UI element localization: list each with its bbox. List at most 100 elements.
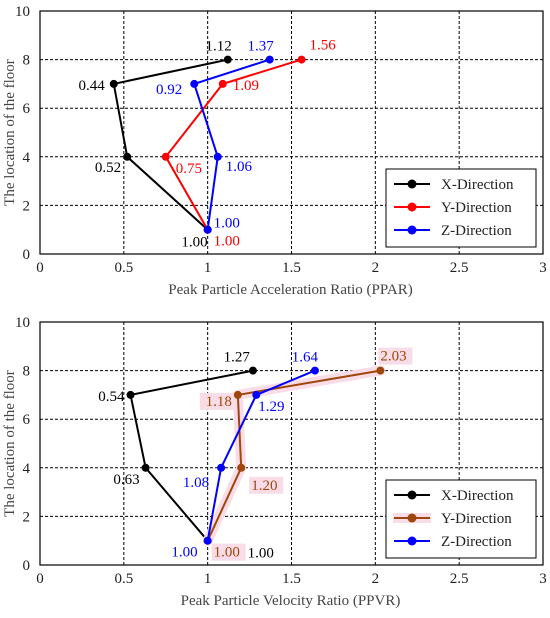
series-y-direction: 1.00 0.75 1.09 1.56 [161, 38, 336, 250]
legend-marker [407, 225, 417, 235]
x-tick-label: 2.5 [450, 571, 469, 587]
data-label: 1.00 [181, 235, 207, 251]
legend-entry: X-Direction [394, 177, 514, 193]
data-label: 0.92 [156, 82, 182, 98]
x-tick-label: 0.5 [114, 571, 133, 587]
data-label: 0.63 [113, 472, 139, 488]
data-label: 1.64 [292, 350, 319, 366]
series-y-direction: 1.00 1.20 1.18 2.03 [199, 347, 413, 561]
data-point [223, 55, 232, 64]
data-label: 1.00 [214, 234, 240, 250]
data-label: 1.27 [224, 350, 251, 366]
x-tick-label: 1.5 [282, 260, 301, 276]
data-label: 0.54 [98, 389, 125, 405]
y-tick-label: 10 [15, 4, 30, 20]
legend-marker [407, 536, 417, 546]
data-point [237, 463, 246, 472]
y-tick-label: 6 [23, 412, 31, 428]
legend-entry: Z-Direction [394, 223, 512, 239]
chart-panel-ppar: 0 0.5 1 1.5 2 2.5 3 0 2 4 6 8 10 Peak Particle Accele… [2, 4, 547, 298]
legend-entry: Y-Direction [394, 200, 512, 216]
y-tick-label: 6 [23, 101, 31, 117]
data-point [126, 390, 135, 399]
data-label: 1.00 [214, 216, 240, 232]
data-label: 1.12 [206, 39, 232, 55]
data-point [265, 55, 274, 64]
x-axis-title: Peak Particle Velocity Ratio (PPVR) [181, 593, 401, 609]
y-tick-label: 0 [23, 247, 31, 263]
data-point [217, 463, 226, 472]
y-tick-label: 4 [23, 461, 31, 477]
legend-entry: Z-Direction [394, 534, 512, 550]
legend-label: Z-Direction [441, 223, 512, 239]
x-tick-label: 0 [36, 571, 44, 587]
legend-marker [407, 202, 417, 212]
series-z-direction: 1.00 1.08 1.29 1.64 [171, 350, 319, 561]
series-line [192, 58, 271, 230]
y-tick-label: 8 [23, 53, 31, 69]
plot-frame [39, 10, 544, 255]
data-point [190, 79, 199, 88]
x-tick-label: 1.5 [282, 571, 301, 587]
legend-entry: X-Direction [394, 488, 514, 504]
x-tick-label: 1 [204, 571, 212, 587]
data-point [376, 366, 385, 375]
x-tick-label: 3 [539, 571, 547, 587]
series-line [112, 58, 228, 231]
y-tick-label: 2 [23, 509, 31, 525]
data-label: 1.06 [226, 159, 253, 175]
data-label: 0.75 [176, 161, 202, 177]
x-tick-label: 2 [372, 571, 380, 587]
data-point [310, 366, 319, 375]
series-line [164, 58, 302, 231]
data-point [123, 152, 132, 161]
data-point [218, 79, 227, 88]
series-line [129, 369, 254, 542]
legend-label: X-Direction [441, 488, 514, 504]
y-tick-label: 4 [23, 150, 31, 166]
x-axis-title: Peak Particle Acceleration Ratio (PPAR) [168, 282, 412, 298]
legend: X-Direction Y-Direction Z-Direction [385, 479, 537, 559]
data-label-highlight [378, 347, 413, 365]
data-point [297, 55, 306, 64]
data-point [161, 152, 170, 161]
legend-marker [407, 179, 417, 189]
grid [40, 11, 543, 254]
data-label: 1.18 [206, 394, 232, 410]
legend-marker [407, 513, 417, 523]
y-tick-label: 8 [23, 364, 31, 380]
series-x-direction: 1.00 0.52 0.44 1.12 [79, 39, 232, 251]
data-point [213, 152, 222, 161]
data-label: 1.37 [247, 39, 274, 55]
x-tick-label: 2.5 [450, 260, 469, 276]
data-label: 0.44 [79, 78, 106, 94]
data-label: 1.00 [248, 546, 274, 562]
data-point [252, 390, 261, 399]
series-line [206, 369, 316, 541]
y-axis-title: The location of the floor [2, 370, 18, 517]
legend-label: Y-Direction [441, 511, 512, 527]
data-label: 1.09 [233, 78, 259, 94]
data-label-highlight [249, 476, 284, 494]
data-label: 2.03 [380, 349, 406, 365]
data-label: 1.29 [258, 399, 284, 415]
legend-label: Y-Direction [441, 200, 512, 216]
data-point [248, 366, 257, 375]
x-tick-label: 0.5 [114, 260, 133, 276]
data-label: 1.00 [171, 545, 197, 561]
x-tick-label: 2 [372, 260, 380, 276]
legend-entry: Y-Direction [393, 511, 512, 527]
legend-marker [407, 490, 417, 500]
data-label: 1.08 [183, 475, 209, 491]
legend-label: Z-Direction [441, 534, 512, 550]
x-tick-label: 1 [204, 260, 212, 276]
legend-label: X-Direction [441, 177, 514, 193]
data-point [203, 225, 212, 234]
data-label: 1.00 [214, 545, 240, 561]
grid [40, 322, 543, 565]
data-label-highlight [211, 543, 246, 561]
data-point [109, 79, 118, 88]
y-axis-title: The location of the floor [2, 59, 18, 206]
y-tick-label: 10 [15, 315, 30, 331]
